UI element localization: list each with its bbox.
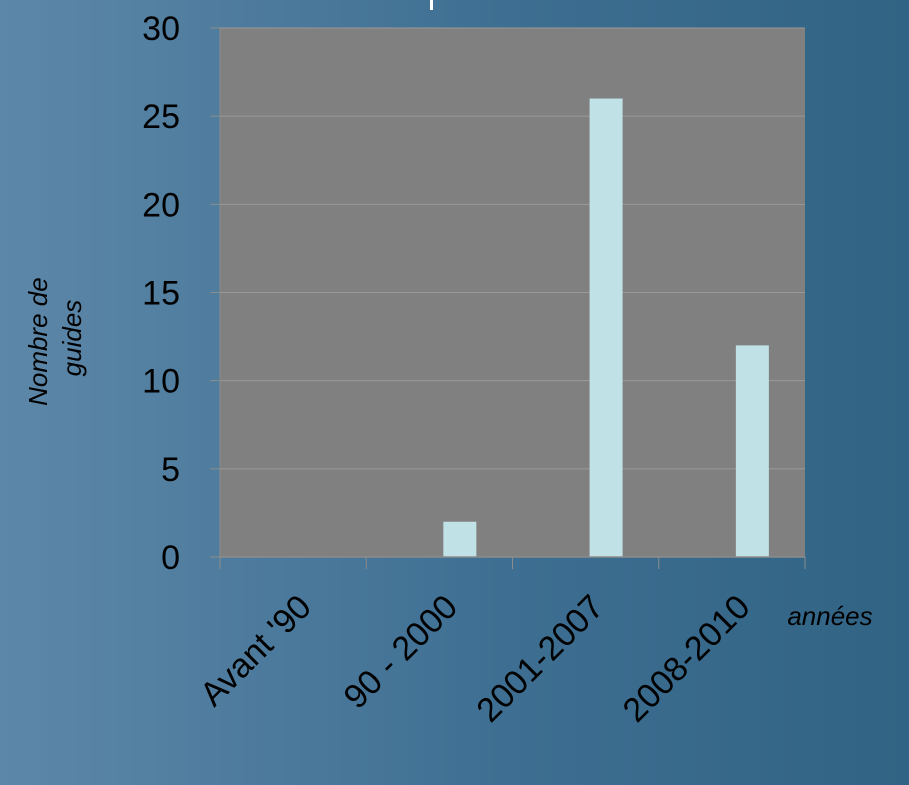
x-tick-label: 2001-2007: [469, 588, 611, 730]
bar: [443, 521, 477, 557]
y-tick-label: 15: [142, 275, 180, 313]
x-tick-label: 90 - 2000: [337, 588, 465, 716]
y-tick-label: 0: [161, 539, 180, 577]
y-tick-label: 10: [142, 363, 180, 401]
bars: [443, 98, 769, 558]
y-tick-label: 20: [142, 186, 180, 224]
gridlines: [220, 27, 805, 470]
x-tick-label: 2008-2010: [616, 588, 758, 730]
top-marker: [430, 0, 433, 10]
y-axis-label: Nombre de guides: [23, 270, 87, 406]
x-axis-label: années: [787, 601, 872, 631]
x-tick-label: Avant '90: [193, 588, 319, 714]
axes: [210, 27, 806, 569]
y-tick-labels: 0 5 10 15 20 25 30: [142, 10, 180, 577]
y-tick-label: 30: [142, 10, 180, 48]
bar: [735, 345, 769, 557]
y-axis-label-line-1: Nombre de: [23, 277, 53, 406]
y-tick-label: 5: [161, 451, 180, 489]
y-axis-label-line-2: guides: [57, 300, 87, 377]
bar: [589, 98, 623, 558]
x-tick-labels: Avant '90 90 - 2000 2001-2007 2008-2010: [193, 588, 758, 730]
y-tick-label: 25: [142, 98, 180, 136]
